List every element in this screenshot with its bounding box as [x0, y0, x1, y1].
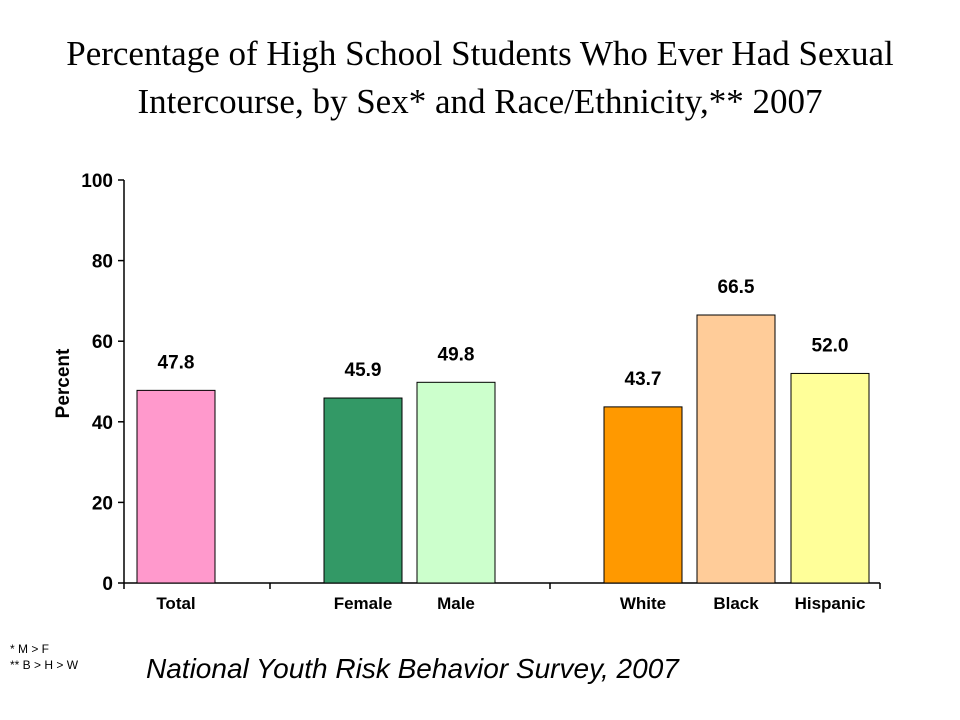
bar-black: [696, 314, 776, 584]
bar-white: [603, 406, 683, 584]
y-axis-title: Percent: [53, 348, 74, 418]
category-label-female: Female: [334, 594, 393, 613]
value-label-white: 43.7: [625, 369, 662, 390]
chart-labels: 0 20 40 60 80 100 Percent 47.8 Total 45.9 Female 49…: [53, 171, 865, 613]
category-label-black: Black: [713, 594, 759, 613]
category-label-total: Total: [156, 594, 195, 613]
y-tick-label: 20: [92, 493, 113, 514]
value-label-black: 66.5: [718, 277, 755, 298]
footnote-sex: * M > F: [10, 642, 50, 656]
footnotes: * M > F ** B > H > W: [10, 641, 78, 673]
category-label-male: Male: [437, 594, 475, 613]
chart-bars: [136, 314, 870, 584]
y-tick-label: 100: [81, 171, 113, 192]
value-label-total: 47.8: [158, 352, 195, 373]
value-label-hispanic: 52.0: [812, 335, 849, 356]
category-label-white: White: [620, 594, 666, 613]
source-caption: National Youth Risk Behavior Survey, 200…: [146, 653, 679, 684]
footnote-race: ** B > H > W: [10, 658, 79, 672]
value-label-female: 45.9: [345, 360, 382, 381]
category-label-hispanic: Hispanic: [795, 594, 866, 613]
y-tick-label: 40: [92, 413, 113, 434]
chart-title: Percentage of High School Students Who E…: [0, 30, 960, 126]
chart-title-line-1: Percentage of High School Students Who E…: [66, 34, 894, 73]
value-label-male: 49.8: [438, 344, 475, 365]
bar-male: [416, 381, 496, 584]
y-tick-label: 80: [92, 252, 113, 273]
chart-title-line-2: Intercourse, by Sex* and Race/Ethnicity,…: [137, 82, 823, 121]
y-tick-label: 60: [92, 332, 113, 353]
y-tick-label: 0: [102, 574, 113, 595]
bar-hispanic: [790, 372, 870, 584]
bar-total: [136, 389, 216, 584]
bar-female: [323, 397, 403, 584]
